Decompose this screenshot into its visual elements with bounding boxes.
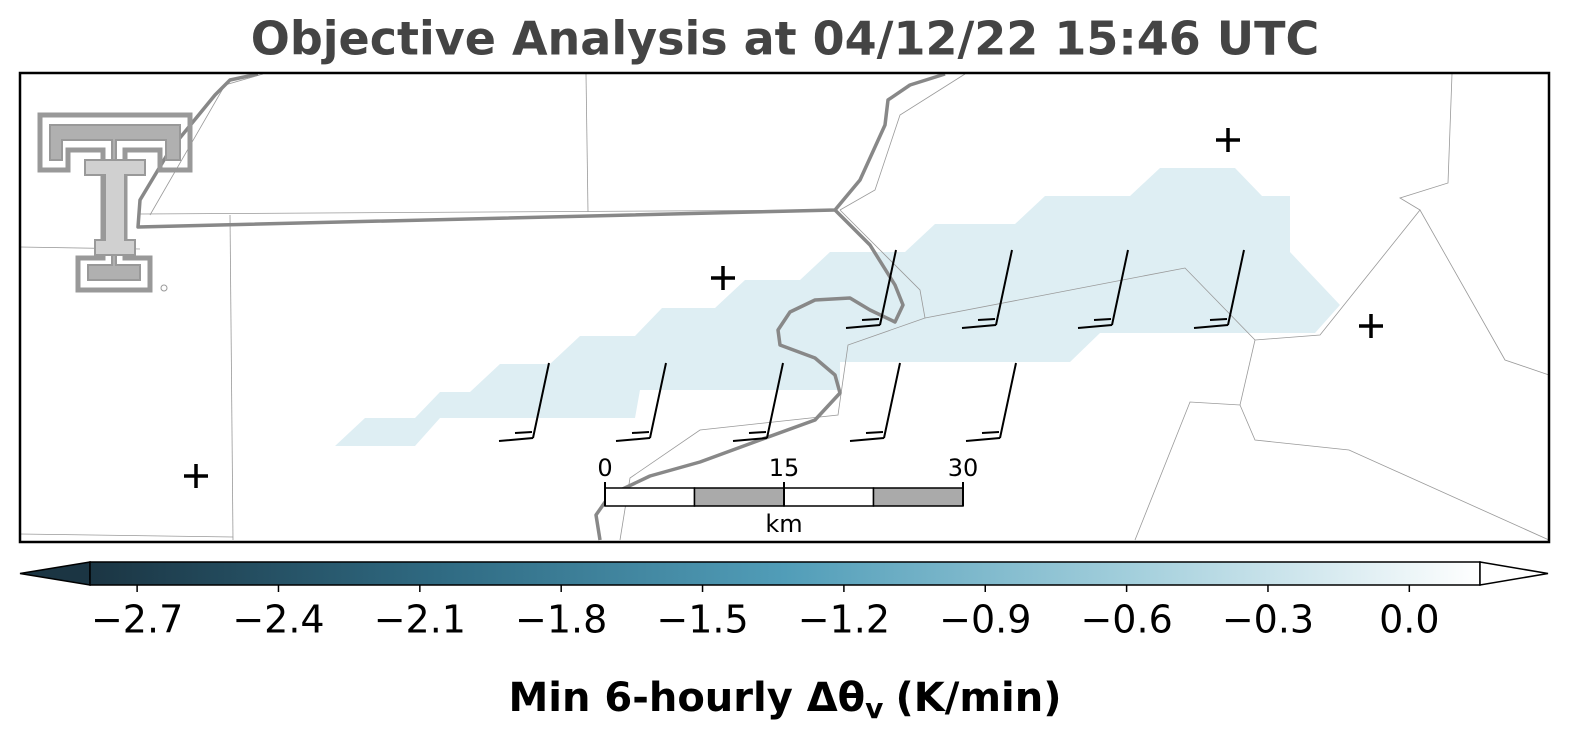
- colorbar-tick-label: −1.5: [656, 598, 748, 642]
- wind-barb: [845, 249, 897, 329]
- wind-barb: [732, 362, 784, 442]
- wind-barb: [1077, 249, 1129, 329]
- title: Objective Analysis at 04/12/22 15:46 UTC: [251, 12, 1320, 66]
- colorbar-tick-label: −0.3: [1222, 598, 1314, 642]
- wind-barbs: [498, 249, 1245, 442]
- colorbar: −2.7 −2.4 −2.1 −1.8 −1.5 −1.2 −0.9 −0.6 −0.3 0.0: [19, 561, 1549, 642]
- shaded-area: [335, 168, 1340, 446]
- map: km 0 15 30: [18, 71, 1551, 544]
- colorbar-tick-label: −2.4: [232, 598, 324, 642]
- scale-tick-label: 30: [948, 454, 979, 482]
- wind-barb: [961, 249, 1013, 329]
- scale-bar: km 0 15 30: [597, 454, 978, 538]
- colorbar-tick-label: −1.2: [798, 598, 890, 642]
- county-lines: [19, 73, 1550, 541]
- scale-unit: km: [765, 510, 802, 538]
- scale-tick-label: 0: [597, 454, 612, 482]
- label-sub: v: [865, 692, 883, 725]
- colorbar-extend-high: [1479, 561, 1549, 586]
- colorbar-tick-label: 0.0: [1379, 598, 1439, 642]
- scale-tick-label: 15: [769, 454, 800, 482]
- colorbar-tick-label: −0.9: [939, 598, 1031, 642]
- wind-barb: [1193, 249, 1245, 329]
- colorbar-tick-label: −0.6: [1080, 598, 1172, 642]
- wind-barb: [498, 362, 550, 442]
- boundary-lines: [136, 72, 946, 541]
- colorbar-tick-label: −1.8: [515, 598, 607, 642]
- colorbar-extend-low: [19, 561, 91, 586]
- station-markers: [184, 128, 1383, 488]
- label-unit: (K/min): [895, 675, 1061, 721]
- logo: [37, 112, 193, 293]
- wind-barb: [615, 362, 667, 442]
- colorbar-body: [89, 561, 1481, 586]
- label-main: Min 6-hourly Δθ: [509, 675, 866, 721]
- wind-barb: [965, 362, 1017, 442]
- wind-barb: [849, 362, 901, 442]
- colorbar-tick-label: −2.1: [374, 598, 466, 642]
- map-frame: [18, 71, 1551, 544]
- colorbar-tick-label: −2.7: [91, 598, 183, 642]
- colorbar-label: Min 6-hourly Δθv (K/min): [509, 675, 1062, 725]
